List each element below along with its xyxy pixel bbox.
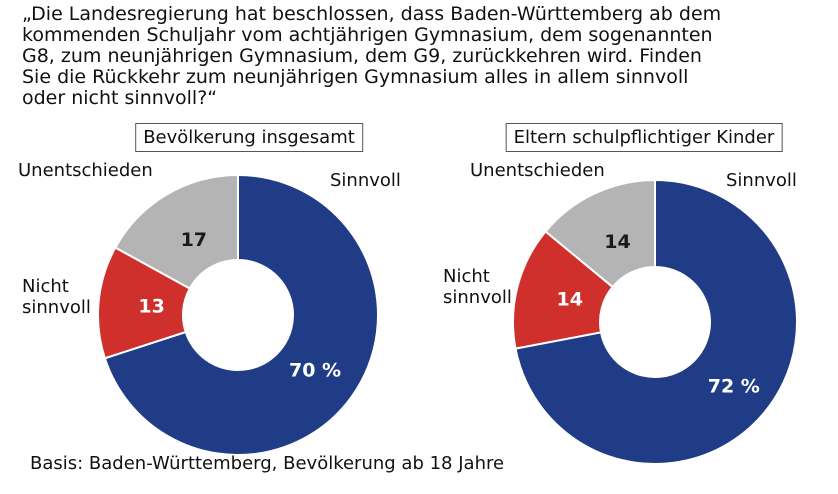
value-label: 17	[181, 229, 207, 251]
value-label: 13	[138, 295, 164, 317]
question: „Die Landesregierung hat beschlossen, da…	[22, 3, 722, 109]
category-label: Sinnvoll	[726, 170, 797, 191]
donut-segment	[514, 178, 798, 465]
value-label: 72 %	[708, 376, 760, 398]
donut-segment	[544, 178, 656, 289]
donut-segment	[512, 230, 615, 350]
category-label: Unentschieden	[470, 160, 605, 181]
donut-segment	[103, 173, 379, 456]
category-label: Nicht sinnvoll	[22, 276, 91, 318]
donut-segment	[113, 173, 239, 290]
category-label: Sinnvoll	[330, 170, 401, 191]
category-label: Nicht sinnvoll	[443, 266, 512, 308]
chart-title: Bevölkerung insgesamt	[135, 123, 363, 152]
value-label: 70 %	[289, 359, 341, 381]
note: Basis: Baden-Württemberg, Bevölkerung ab…	[30, 453, 505, 474]
value-label: 14	[556, 289, 582, 311]
chart-title: Eltern schulpflichtiger Kinder	[505, 123, 783, 152]
value-label: 14	[604, 231, 630, 253]
category-label: Unentschieden	[18, 160, 153, 181]
